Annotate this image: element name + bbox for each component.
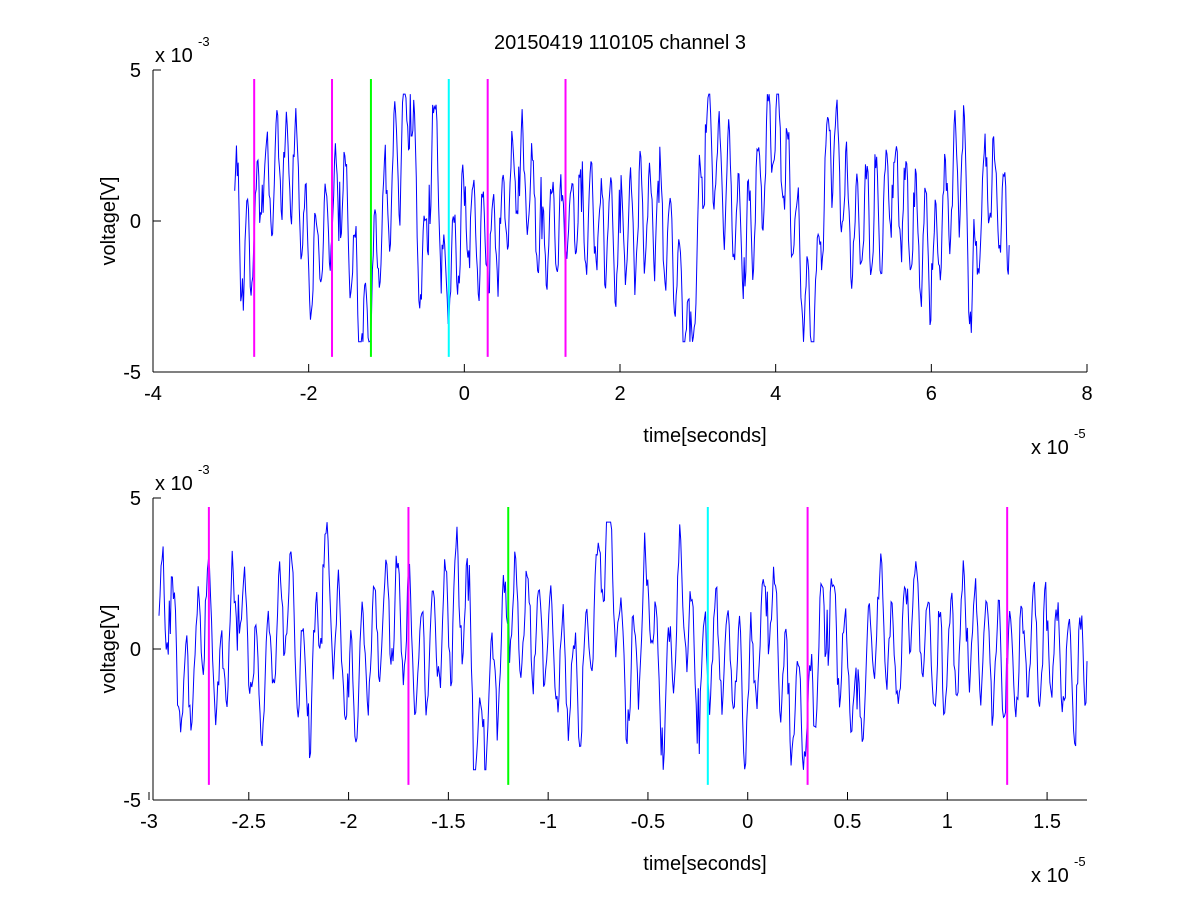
x-tick-label: -2	[300, 383, 318, 405]
signal-line	[234, 93, 1010, 343]
x-tick-label: -0.5	[631, 811, 665, 833]
x-tick-label: 2	[614, 383, 625, 405]
y-tick-label: 5	[130, 60, 141, 82]
x-tick-label: -2.5	[232, 811, 266, 833]
figure-title: 20150419 110105 channel 3	[494, 32, 746, 54]
x-tick-label: 0	[742, 811, 753, 833]
x-tick-label: -1	[539, 811, 557, 833]
signal-line	[158, 521, 1088, 771]
x-tick-label: 0	[459, 383, 470, 405]
y-exponent-superscript: -3	[198, 34, 210, 49]
y-tick-label: 0	[130, 639, 141, 661]
top-subplot: -4 -2 0 2 4 6 8 -5 0 5 time[seconds] voltage[V] x 10…	[98, 34, 1093, 459]
x-tick-label: 6	[926, 383, 937, 405]
x-tick-label: -4	[144, 383, 162, 405]
x-exponent-superscript: -5	[1074, 426, 1086, 441]
x-tick-label: 1.5	[1033, 811, 1061, 833]
bottom-subplot: -3 -2.5 -2 -1.5 -1 -0.5 0 0.5 1 1.5 -5 0 5 time[secon…	[98, 462, 1088, 887]
x-exponent-label: x 10	[1031, 865, 1069, 887]
x-exponent-superscript: -5	[1074, 854, 1086, 869]
x-tick-label: -1.5	[431, 811, 465, 833]
x-tick-label: 8	[1081, 383, 1092, 405]
y-tick-label: 0	[130, 211, 141, 233]
x-axis-label: time[seconds]	[643, 425, 766, 447]
x-exponent-label: x 10	[1031, 437, 1069, 459]
x-axis-label: time[seconds]	[643, 853, 766, 875]
y-tick-label: 5	[130, 488, 141, 510]
y-exponent-label: x 10	[155, 473, 193, 495]
y-axis-label: voltage[V]	[98, 177, 120, 266]
x-tick-label: 4	[770, 383, 781, 405]
y-tick-label: -5	[123, 790, 141, 812]
y-exponent-superscript: -3	[198, 462, 210, 477]
y-axis-label: voltage[V]	[98, 605, 120, 694]
x-tick-label: -3	[140, 811, 158, 833]
x-tick-label: -2	[340, 811, 358, 833]
y-exponent-label: x 10	[155, 45, 193, 67]
x-tick-label: 1	[942, 811, 953, 833]
y-tick-label: -5	[123, 362, 141, 384]
x-tick-label: 0.5	[834, 811, 862, 833]
